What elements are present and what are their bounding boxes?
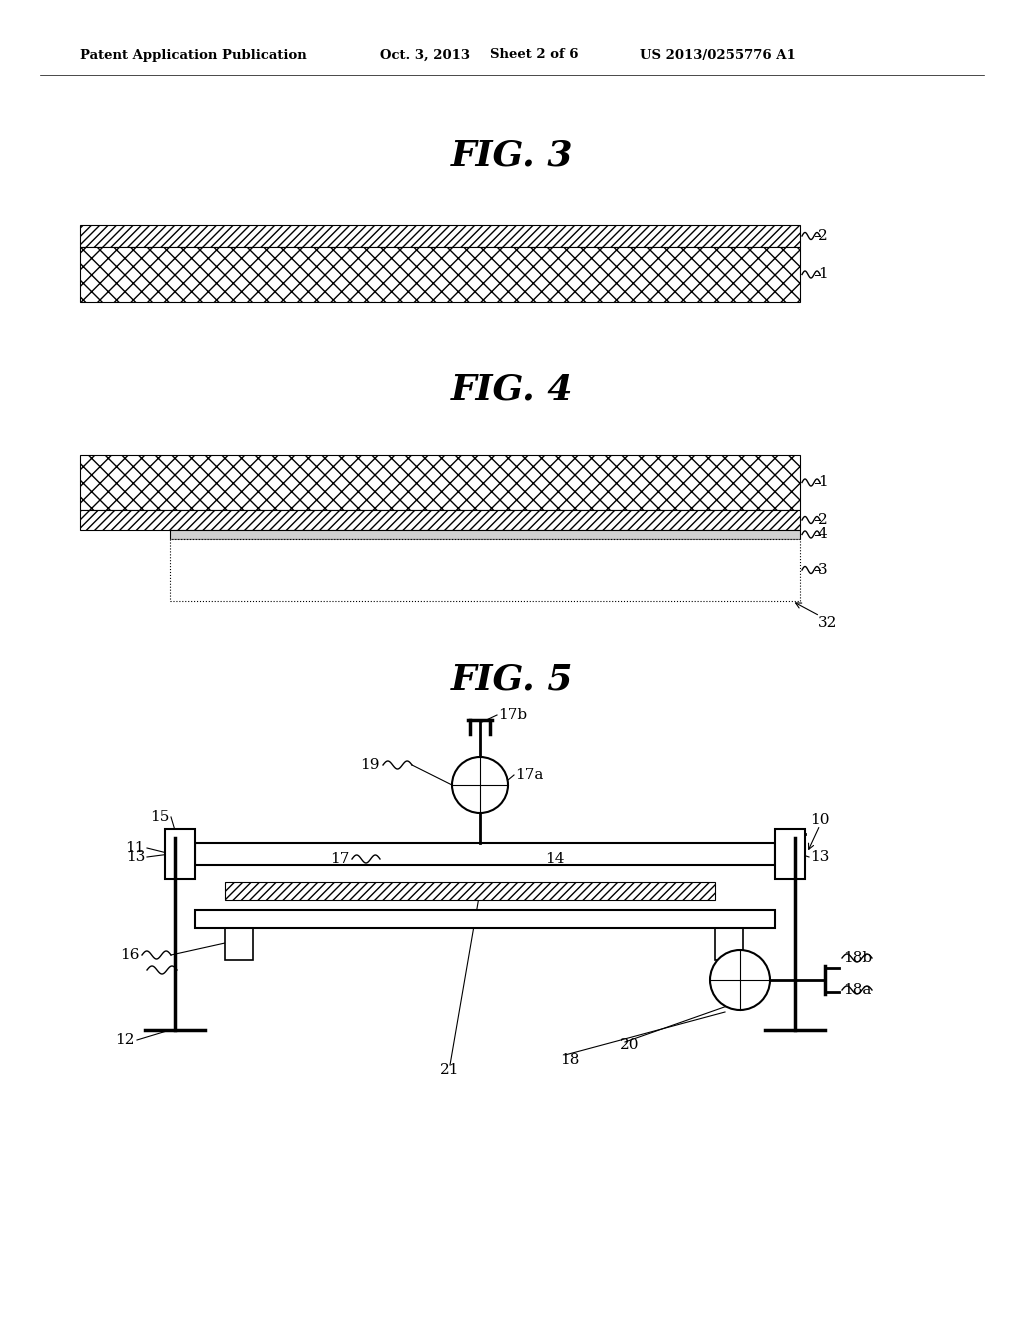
Text: 18b: 18b	[843, 950, 872, 965]
Bar	[170, 531, 800, 539]
Text: 12: 12	[116, 1034, 135, 1047]
Text: Oct. 3, 2013: Oct. 3, 2013	[380, 49, 470, 62]
Bar	[715, 928, 743, 960]
Text: 1: 1	[818, 475, 827, 490]
Text: 11: 11	[126, 841, 145, 855]
Text: 13: 13	[810, 850, 829, 865]
Bar	[80, 224, 800, 247]
Text: 17b: 17b	[498, 708, 527, 722]
Text: 15: 15	[151, 810, 170, 824]
Text: 2: 2	[818, 513, 827, 527]
Text: 17: 17	[331, 851, 350, 866]
Text: Sheet 2 of 6: Sheet 2 of 6	[490, 49, 579, 62]
Bar	[195, 909, 775, 928]
Text: FIG. 5: FIG. 5	[451, 663, 573, 697]
Bar	[195, 843, 775, 865]
Text: 3: 3	[818, 564, 827, 577]
Text: 14: 14	[545, 851, 564, 866]
Bar	[170, 539, 800, 601]
Bar	[775, 829, 805, 879]
Text: 19: 19	[360, 758, 380, 772]
Circle shape	[710, 950, 770, 1010]
Text: 21: 21	[440, 1063, 460, 1077]
Bar	[225, 928, 253, 960]
Text: 16: 16	[121, 948, 140, 962]
Text: 18a: 18a	[843, 983, 871, 997]
Bar	[80, 247, 800, 302]
Text: 1: 1	[818, 268, 827, 281]
Text: 18: 18	[560, 1053, 580, 1067]
Text: 17a: 17a	[515, 768, 544, 781]
Text: FIG. 4: FIG. 4	[451, 374, 573, 407]
Text: 2: 2	[818, 228, 827, 243]
Bar	[165, 829, 195, 879]
Text: 20: 20	[620, 1038, 640, 1052]
Text: 10: 10	[810, 813, 829, 828]
Circle shape	[452, 756, 508, 813]
Bar	[80, 455, 800, 510]
Text: 32: 32	[818, 616, 838, 630]
Text: Patent Application Publication: Patent Application Publication	[80, 49, 307, 62]
Text: US 2013/0255776 A1: US 2013/0255776 A1	[640, 49, 796, 62]
Text: 4: 4	[818, 528, 827, 541]
Text: 13: 13	[126, 850, 145, 865]
Bar	[80, 510, 800, 531]
Bar	[225, 882, 715, 900]
Text: FIG. 3: FIG. 3	[451, 139, 573, 172]
